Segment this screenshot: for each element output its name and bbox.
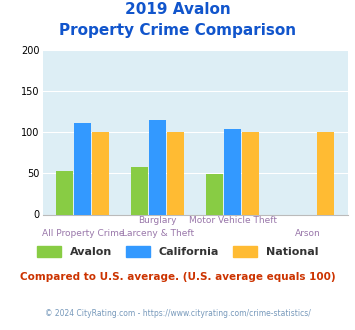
Text: Larceny & Theft: Larceny & Theft — [122, 229, 194, 238]
Bar — [242, 132, 259, 214]
Bar — [75, 123, 91, 214]
Bar — [168, 132, 184, 214]
Text: Burglary: Burglary — [138, 216, 177, 225]
Bar — [224, 129, 241, 214]
Text: All Property Crime: All Property Crime — [42, 229, 124, 238]
Bar — [131, 168, 148, 215]
Text: Compared to U.S. average. (U.S. average equals 100): Compared to U.S. average. (U.S. average … — [20, 272, 335, 282]
Bar — [56, 171, 73, 214]
Bar — [92, 132, 109, 214]
Text: Property Crime Comparison: Property Crime Comparison — [59, 23, 296, 38]
Text: 2019 Avalon: 2019 Avalon — [125, 2, 230, 16]
Text: Motor Vehicle Theft: Motor Vehicle Theft — [189, 216, 277, 225]
Bar — [149, 120, 166, 214]
Text: Arson: Arson — [295, 229, 321, 238]
Legend: Avalon, California, National: Avalon, California, National — [32, 242, 323, 261]
Text: © 2024 CityRating.com - https://www.cityrating.com/crime-statistics/: © 2024 CityRating.com - https://www.city… — [45, 309, 310, 317]
Bar — [317, 132, 334, 214]
Bar — [207, 174, 223, 214]
